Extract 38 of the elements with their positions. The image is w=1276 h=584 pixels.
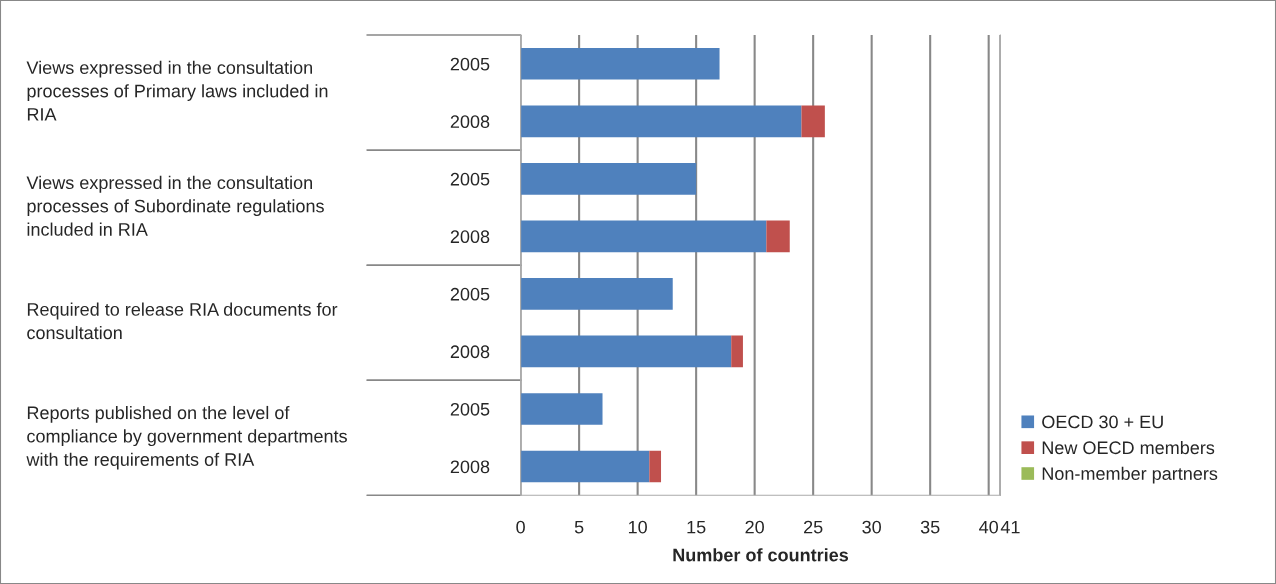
- text: Required to release RIA documents for consultation: [27, 302, 338, 340]
- x-tick-label: 0: [516, 520, 525, 534]
- text: Views expressed in the consultation processes of Primary laws included in RIA: [26, 60, 328, 121]
- bar: [520, 220, 767, 253]
- y-tick-label: 2008: [450, 115, 490, 129]
- bar: [520, 278, 673, 310]
- x-tick-label: 5: [574, 520, 584, 534]
- text: Views expressed in the consultation processes of Subordinate regulations included in RIA: [26, 175, 324, 236]
- bar: [520, 163, 697, 195]
- x-tick-label: 41: [1000, 520, 1020, 534]
- x-tick-label: 10: [628, 520, 647, 534]
- x-tick-label: 20: [745, 520, 764, 534]
- x-tick-label: 30: [862, 520, 881, 534]
- bar: [731, 335, 743, 368]
- legend-label: Non-member partners: [1042, 466, 1218, 484]
- text: Reports published on the level of compliance by government departments with the requirements of RIA: [26, 405, 347, 470]
- bar: [520, 47, 720, 80]
- y-tick-label: 2005: [450, 172, 490, 186]
- bar: [520, 450, 650, 483]
- legend-label: New OECD members: [1042, 440, 1215, 455]
- legend-label: OECD 30 + EU: [1042, 415, 1163, 429]
- x-tick-label: 40: [979, 520, 999, 534]
- bar: [649, 450, 662, 483]
- x-tick-label: 35: [920, 520, 940, 534]
- y-tick-label: 2008: [450, 230, 490, 244]
- x-tick-label: 15: [687, 520, 706, 534]
- bar: [520, 105, 802, 138]
- y-tick-label: 2005: [450, 57, 490, 71]
- y-tick-label: 2005: [450, 402, 490, 416]
- bar: [520, 393, 603, 425]
- bar: [766, 220, 790, 253]
- y-tick-label: 2005: [450, 287, 490, 301]
- y-tick-label: 2008: [450, 345, 490, 359]
- x-axis-title: Number of countries: [673, 548, 849, 562]
- bar: [520, 335, 732, 368]
- bar: [801, 105, 825, 138]
- y-tick-label: 2008: [450, 460, 490, 474]
- x-tick-label: 25: [804, 520, 823, 534]
